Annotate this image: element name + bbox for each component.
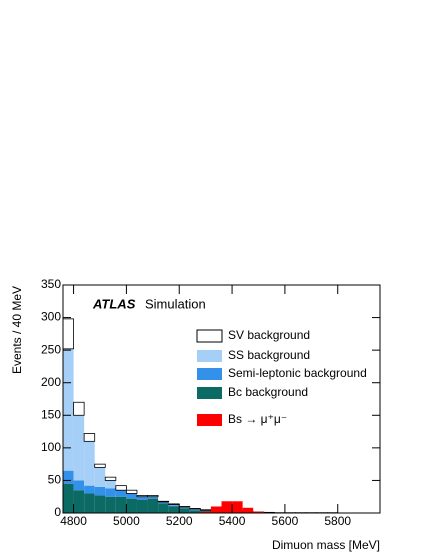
x-tick-label: 5800 bbox=[324, 514, 351, 528]
histogram-bar bbox=[126, 489, 138, 494]
x-tick-label: 5400 bbox=[219, 514, 246, 528]
histogram-bar bbox=[168, 503, 180, 505]
histogram-bar bbox=[73, 415, 85, 481]
legend-label: Semi-leptonic background bbox=[228, 366, 367, 380]
histogram-bar bbox=[73, 480, 85, 491]
histogram-bar bbox=[147, 498, 159, 513]
x-tick-label: 5000 bbox=[113, 514, 140, 528]
legend-swatch bbox=[197, 368, 222, 380]
histogram-bar bbox=[199, 509, 212, 511]
y-tick-label: 200 bbox=[41, 375, 61, 389]
y-tick-label: 300 bbox=[41, 310, 61, 324]
histogram-bar bbox=[63, 470, 74, 484]
histogram-bar bbox=[157, 500, 170, 503]
histogram-bar bbox=[94, 486, 106, 496]
histogram-bar bbox=[158, 503, 169, 513]
histogram-bar bbox=[136, 495, 148, 498]
histogram-bar bbox=[115, 496, 127, 513]
y-axis-label: Events / 40 MeV bbox=[10, 286, 24, 374]
histogram-bar bbox=[105, 488, 116, 497]
histogram-bar bbox=[179, 508, 190, 513]
histogram-bar bbox=[189, 510, 201, 513]
simulation-label: Simulation bbox=[145, 296, 206, 311]
histogram-bar bbox=[210, 506, 222, 513]
histogram-bar bbox=[94, 467, 106, 487]
plot-frame bbox=[62, 284, 381, 514]
histogram-bar bbox=[136, 499, 148, 513]
x-tick-label: 4800 bbox=[60, 514, 87, 528]
y-tick-label: 150 bbox=[41, 407, 61, 421]
y-tick-label: 0 bbox=[54, 505, 61, 519]
histogram-bar bbox=[94, 495, 106, 513]
histogram-bar bbox=[168, 506, 180, 513]
histogram-bar bbox=[105, 496, 116, 513]
x-tick-label: 5200 bbox=[166, 514, 193, 528]
histogram-bar bbox=[84, 493, 95, 513]
histogram-bar bbox=[126, 498, 137, 513]
histogram-bar bbox=[242, 507, 254, 513]
histogram-bar bbox=[62, 318, 74, 350]
histogram-bar bbox=[115, 490, 127, 497]
experiment-label: ATLAS bbox=[92, 296, 136, 311]
histogram-bar bbox=[83, 433, 96, 442]
histogram-bar bbox=[63, 348, 74, 471]
legend-label: Bc background bbox=[228, 385, 308, 399]
histogram-bar bbox=[73, 401, 85, 416]
histogram-bar bbox=[168, 505, 180, 507]
histogram-bar bbox=[179, 507, 190, 509]
y-tick-label: 100 bbox=[41, 440, 61, 454]
histogram-bar bbox=[104, 476, 117, 481]
histogram-bar bbox=[147, 495, 159, 498]
histogram-bar bbox=[115, 485, 127, 491]
legend-swatch bbox=[197, 414, 222, 426]
histogram-bar bbox=[84, 441, 95, 486]
legend-swatch bbox=[196, 329, 223, 343]
histogram-bar bbox=[158, 501, 169, 504]
legend-label: SS background bbox=[228, 348, 310, 362]
histogram-bar bbox=[189, 508, 201, 510]
legend-label: Bs → μ⁺μ⁻ bbox=[228, 412, 287, 426]
y-tick-label: 50 bbox=[48, 473, 62, 487]
histogram-bar bbox=[253, 511, 264, 513]
histogram-bar bbox=[232, 501, 243, 513]
legend-swatch bbox=[197, 387, 222, 399]
histogram-bar bbox=[73, 490, 85, 513]
histogram-bar bbox=[105, 480, 116, 489]
histogram-bar bbox=[136, 496, 148, 500]
y-tick-label: 250 bbox=[41, 342, 61, 356]
histogram-bar bbox=[63, 483, 74, 513]
y-tick-label: 350 bbox=[41, 277, 61, 291]
histogram-bar bbox=[147, 496, 159, 499]
histogram-bar bbox=[94, 463, 106, 468]
x-axis-label: Dimuon mass [MeV] bbox=[272, 538, 380, 552]
histogram-bar bbox=[189, 509, 201, 511]
histogram-bar bbox=[200, 511, 211, 513]
histogram-bar bbox=[221, 501, 233, 513]
legend-swatch bbox=[197, 350, 222, 362]
legend-label: SV background bbox=[228, 328, 310, 342]
histogram-bar bbox=[178, 506, 191, 508]
x-tick-label: 5600 bbox=[272, 514, 299, 528]
histogram-bar bbox=[84, 485, 95, 494]
histogram-bar bbox=[126, 493, 137, 499]
